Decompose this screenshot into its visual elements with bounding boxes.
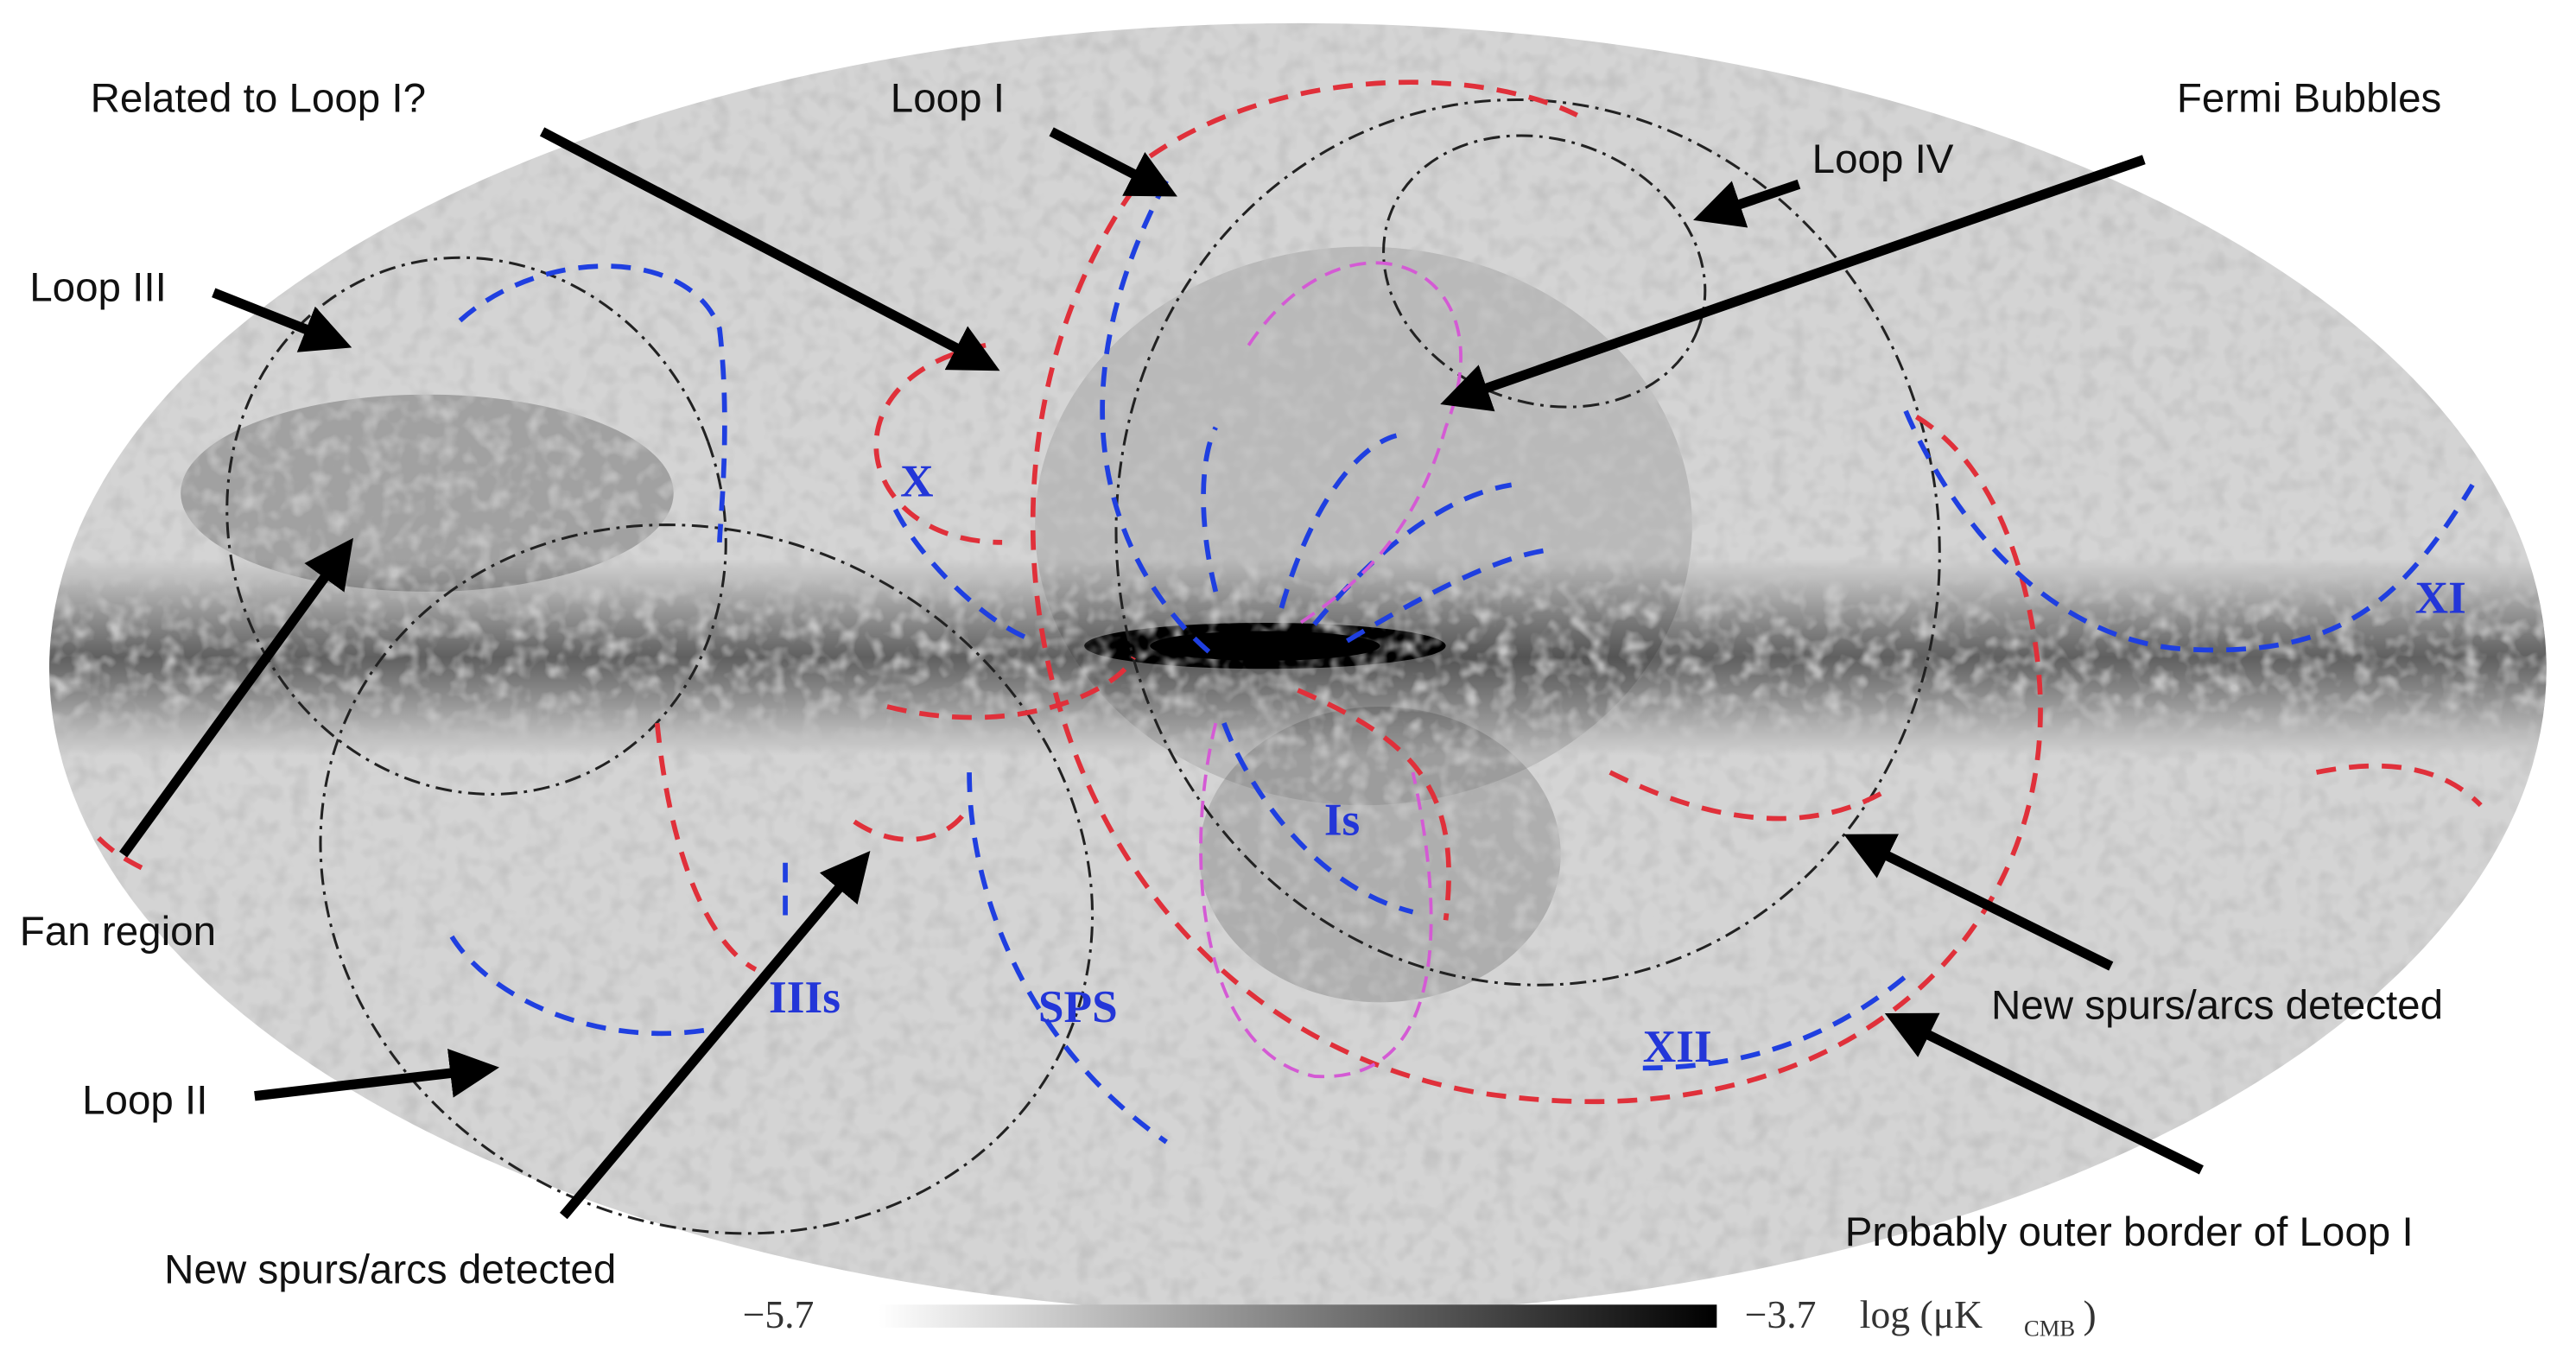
colorbar-min-label: −5.7 bbox=[743, 1292, 815, 1336]
colorbar-max-label: −3.7 bbox=[1745, 1292, 1817, 1336]
colorbar-unit-subscript: CMB bbox=[2024, 1315, 2075, 1341]
annotation: Loop I bbox=[891, 76, 1005, 122]
arrows bbox=[119, 127, 2204, 1220]
loop-outlines bbox=[97, 79, 2483, 1235]
annotation: Loop III bbox=[29, 264, 167, 310]
colorbar: −5.7 −3.7 log (μK CMB ) bbox=[743, 1292, 2097, 1342]
map-label: Is bbox=[1324, 794, 1360, 845]
map-label: XII bbox=[1643, 1021, 1712, 1072]
map-labels: X XI XII Is IIIs SPS bbox=[769, 456, 2466, 1072]
colorbar-unit: log (μK bbox=[1860, 1292, 1983, 1336]
map-label: X bbox=[900, 456, 933, 507]
annotation: Fermi Bubbles bbox=[2177, 76, 2441, 122]
annotation: Loop IV bbox=[1812, 136, 1954, 182]
annotation: Fan region bbox=[20, 909, 216, 955]
annotation: Loop II bbox=[82, 1078, 207, 1124]
annotation: New spurs/arcs detected bbox=[1991, 982, 2443, 1028]
colorbar-unit-close: ) bbox=[2083, 1292, 2096, 1336]
map-label: SPS bbox=[1038, 981, 1118, 1032]
map-label: IIIs bbox=[769, 972, 841, 1023]
annotation: Related to Loop I? bbox=[91, 76, 426, 122]
annotations: Related to Loop I? Loop I Fermi Bubbles … bbox=[20, 76, 2443, 1293]
annotation: New spurs/arcs detected bbox=[164, 1247, 616, 1293]
colorbar-gradient bbox=[879, 1304, 1717, 1328]
map-label: XI bbox=[2415, 573, 2466, 624]
annotation: Probably outer border of Loop I bbox=[1845, 1209, 2414, 1255]
